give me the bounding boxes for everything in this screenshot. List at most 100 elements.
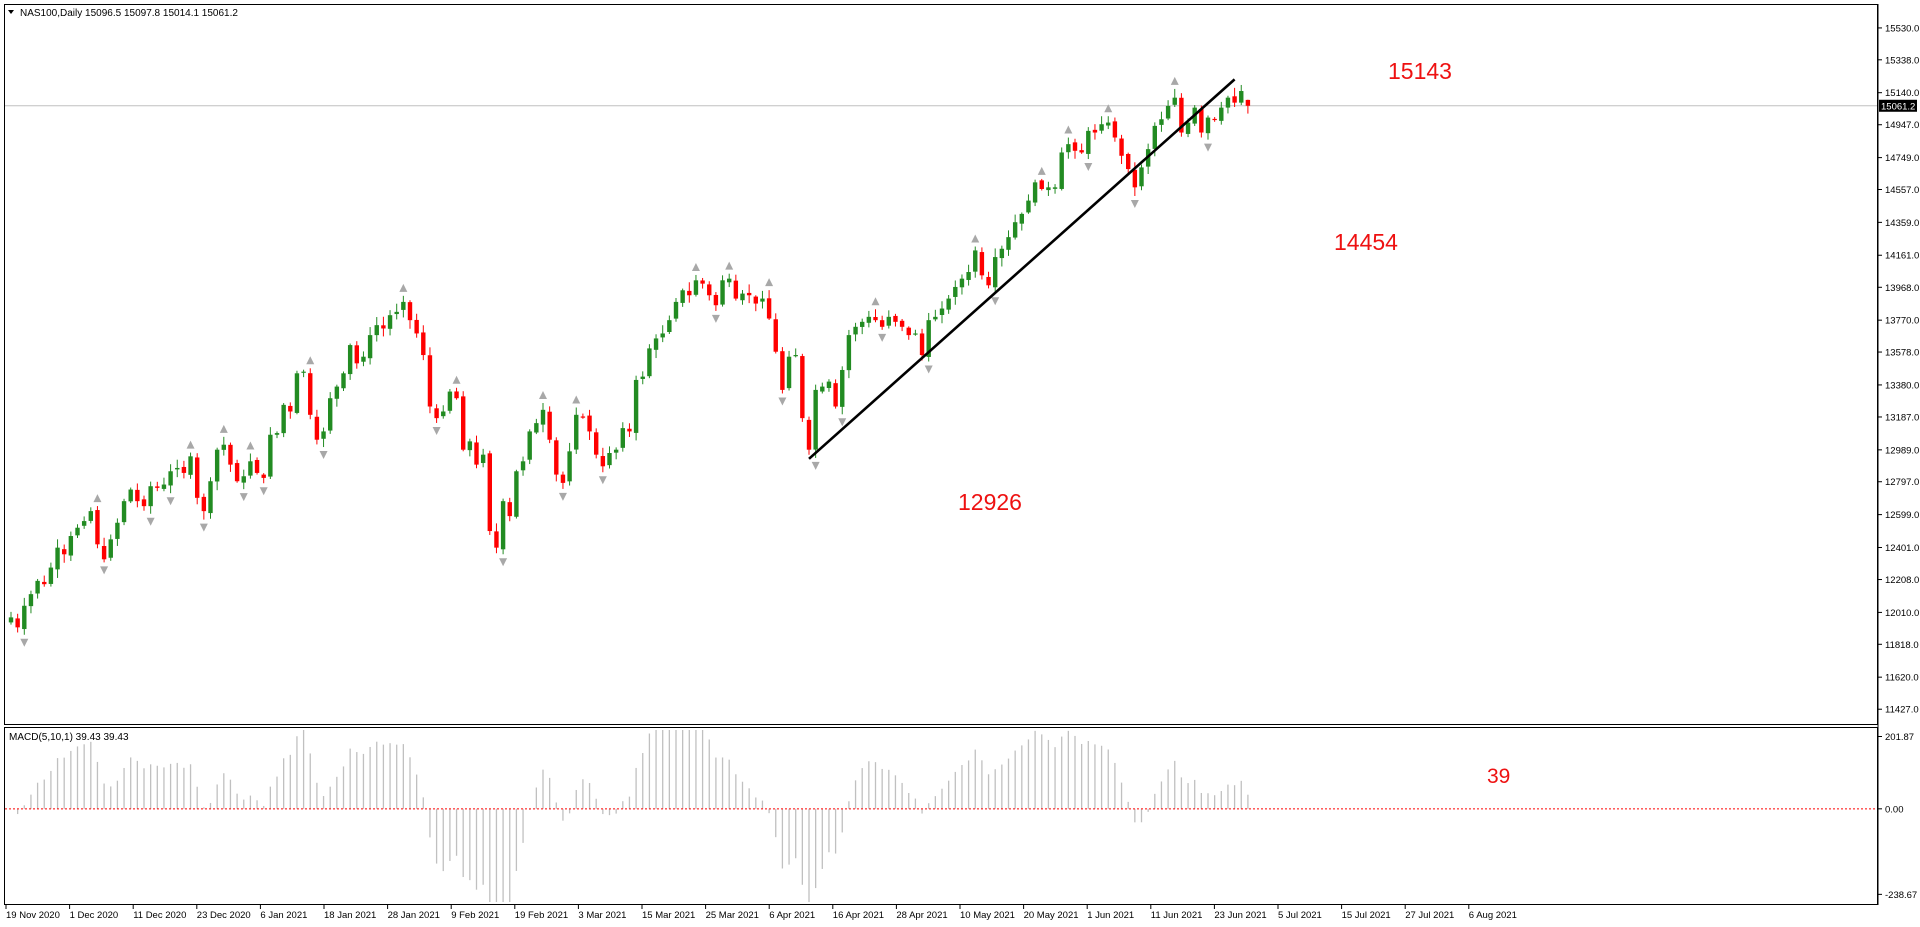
collapse-triangle-icon[interactable] (8, 10, 14, 14)
candle-body (500, 501, 506, 550)
candle-body (214, 449, 220, 482)
candle-body (374, 325, 379, 336)
price-annotation-label: 12926 (958, 489, 1022, 515)
fractal-down-marker (20, 638, 29, 647)
candle-body (1139, 167, 1144, 187)
price-tick-label: 15338.0 (1885, 55, 1919, 66)
fractal-down-marker (711, 314, 720, 323)
fractal-up-marker (1037, 166, 1046, 175)
candle-body (1239, 91, 1244, 103)
candle-body (1039, 180, 1044, 189)
price-annotations: 15143 14454 12926 (958, 58, 1452, 515)
candle-body (88, 511, 93, 521)
time-tick-label: 19 Nov 2020 (6, 910, 60, 921)
candle-body (959, 278, 965, 288)
candle-body (800, 356, 805, 419)
fractal-up-marker (572, 395, 581, 404)
macd-frame (4, 727, 1878, 905)
candle-body (613, 449, 619, 453)
candle-body (713, 294, 719, 306)
symbol-info: NAS100,Daily 15096.5 15097.8 15014.1 150… (20, 8, 238, 19)
fractal-markers (20, 76, 1212, 647)
price-tick-label: 12401.0 (1885, 543, 1919, 554)
candle-body (407, 302, 413, 321)
time-tick-label: 28 Jan 2021 (388, 910, 440, 921)
candle-body (1152, 125, 1157, 149)
candle-body (707, 284, 712, 296)
candle-body (620, 428, 625, 448)
candle-body (115, 522, 120, 539)
candle-body (347, 345, 353, 375)
candle-body (554, 440, 559, 475)
fractal-up-marker (452, 375, 461, 384)
macd-value-annotation: 39 (1487, 765, 1510, 788)
candle-body (840, 369, 845, 407)
price-tick-label: 15140.0 (1885, 88, 1919, 99)
candle-body (1112, 121, 1118, 138)
fractal-down-marker (100, 566, 109, 575)
candle-body (1165, 105, 1171, 119)
candle-body (813, 389, 818, 450)
candle-body (1059, 152, 1064, 189)
candle-body (1232, 96, 1237, 103)
price-tick-label: 14749.0 (1885, 153, 1919, 164)
candle-body (973, 250, 978, 272)
candle-body (1126, 153, 1131, 170)
candle-body (328, 398, 333, 431)
candle-body (860, 321, 865, 327)
candle-body (48, 567, 54, 584)
candles (8, 84, 1251, 635)
candle-body (188, 456, 193, 475)
candle-body (394, 311, 399, 315)
candle-body (1066, 144, 1071, 153)
candle-body (181, 466, 187, 473)
candle-body (766, 298, 772, 319)
candle-body (387, 315, 393, 329)
time-tick-label: 20 May 2021 (1024, 910, 1079, 921)
candle-body (121, 501, 127, 523)
candle-body (1172, 97, 1177, 105)
candle-body (401, 301, 406, 310)
candle-body (268, 434, 273, 477)
candle-body (540, 409, 546, 425)
fractal-down-marker (1130, 200, 1139, 209)
candle-body (487, 453, 492, 532)
fractal-down-marker (778, 397, 787, 406)
price-tick-label: 12989.0 (1885, 445, 1919, 456)
time-tick-label: 1 Dec 2020 (70, 910, 119, 921)
candle-body (221, 444, 226, 450)
candle-body (733, 280, 739, 299)
candle-body (241, 476, 246, 483)
price-tick-label: 12797.0 (1885, 477, 1919, 488)
candle-body (434, 408, 439, 419)
candle-body (999, 248, 1005, 259)
candle-body (926, 320, 931, 357)
time-tick-label: 3 Mar 2021 (578, 910, 626, 921)
fractal-down-marker (432, 426, 441, 435)
candle-body (28, 594, 34, 607)
candle-body (1119, 138, 1124, 156)
macd-tick-label: 0.00 (1885, 804, 1904, 815)
candle-body (321, 431, 326, 439)
candle-body (308, 373, 313, 415)
price-tick-label: 12010.0 (1885, 608, 1919, 619)
candle-body (141, 499, 147, 507)
candle-body (866, 316, 872, 323)
candle-body (201, 496, 207, 512)
candle-body (1212, 118, 1217, 121)
price-tick-label: 12599.0 (1885, 510, 1919, 521)
candle-body (314, 416, 320, 440)
candle-body (361, 356, 366, 362)
candle-body (826, 381, 832, 389)
fractal-up-marker (399, 283, 408, 292)
candle-body (600, 456, 606, 467)
fractal-up-marker (691, 262, 700, 271)
candle-body (893, 315, 898, 322)
candle-body (454, 391, 459, 399)
trendline[interactable] (808, 78, 1236, 460)
time-tick-label: 25 Mar 2021 (706, 910, 759, 921)
candle-body (574, 414, 579, 450)
candle-body (700, 280, 705, 284)
candle-body (480, 454, 486, 464)
